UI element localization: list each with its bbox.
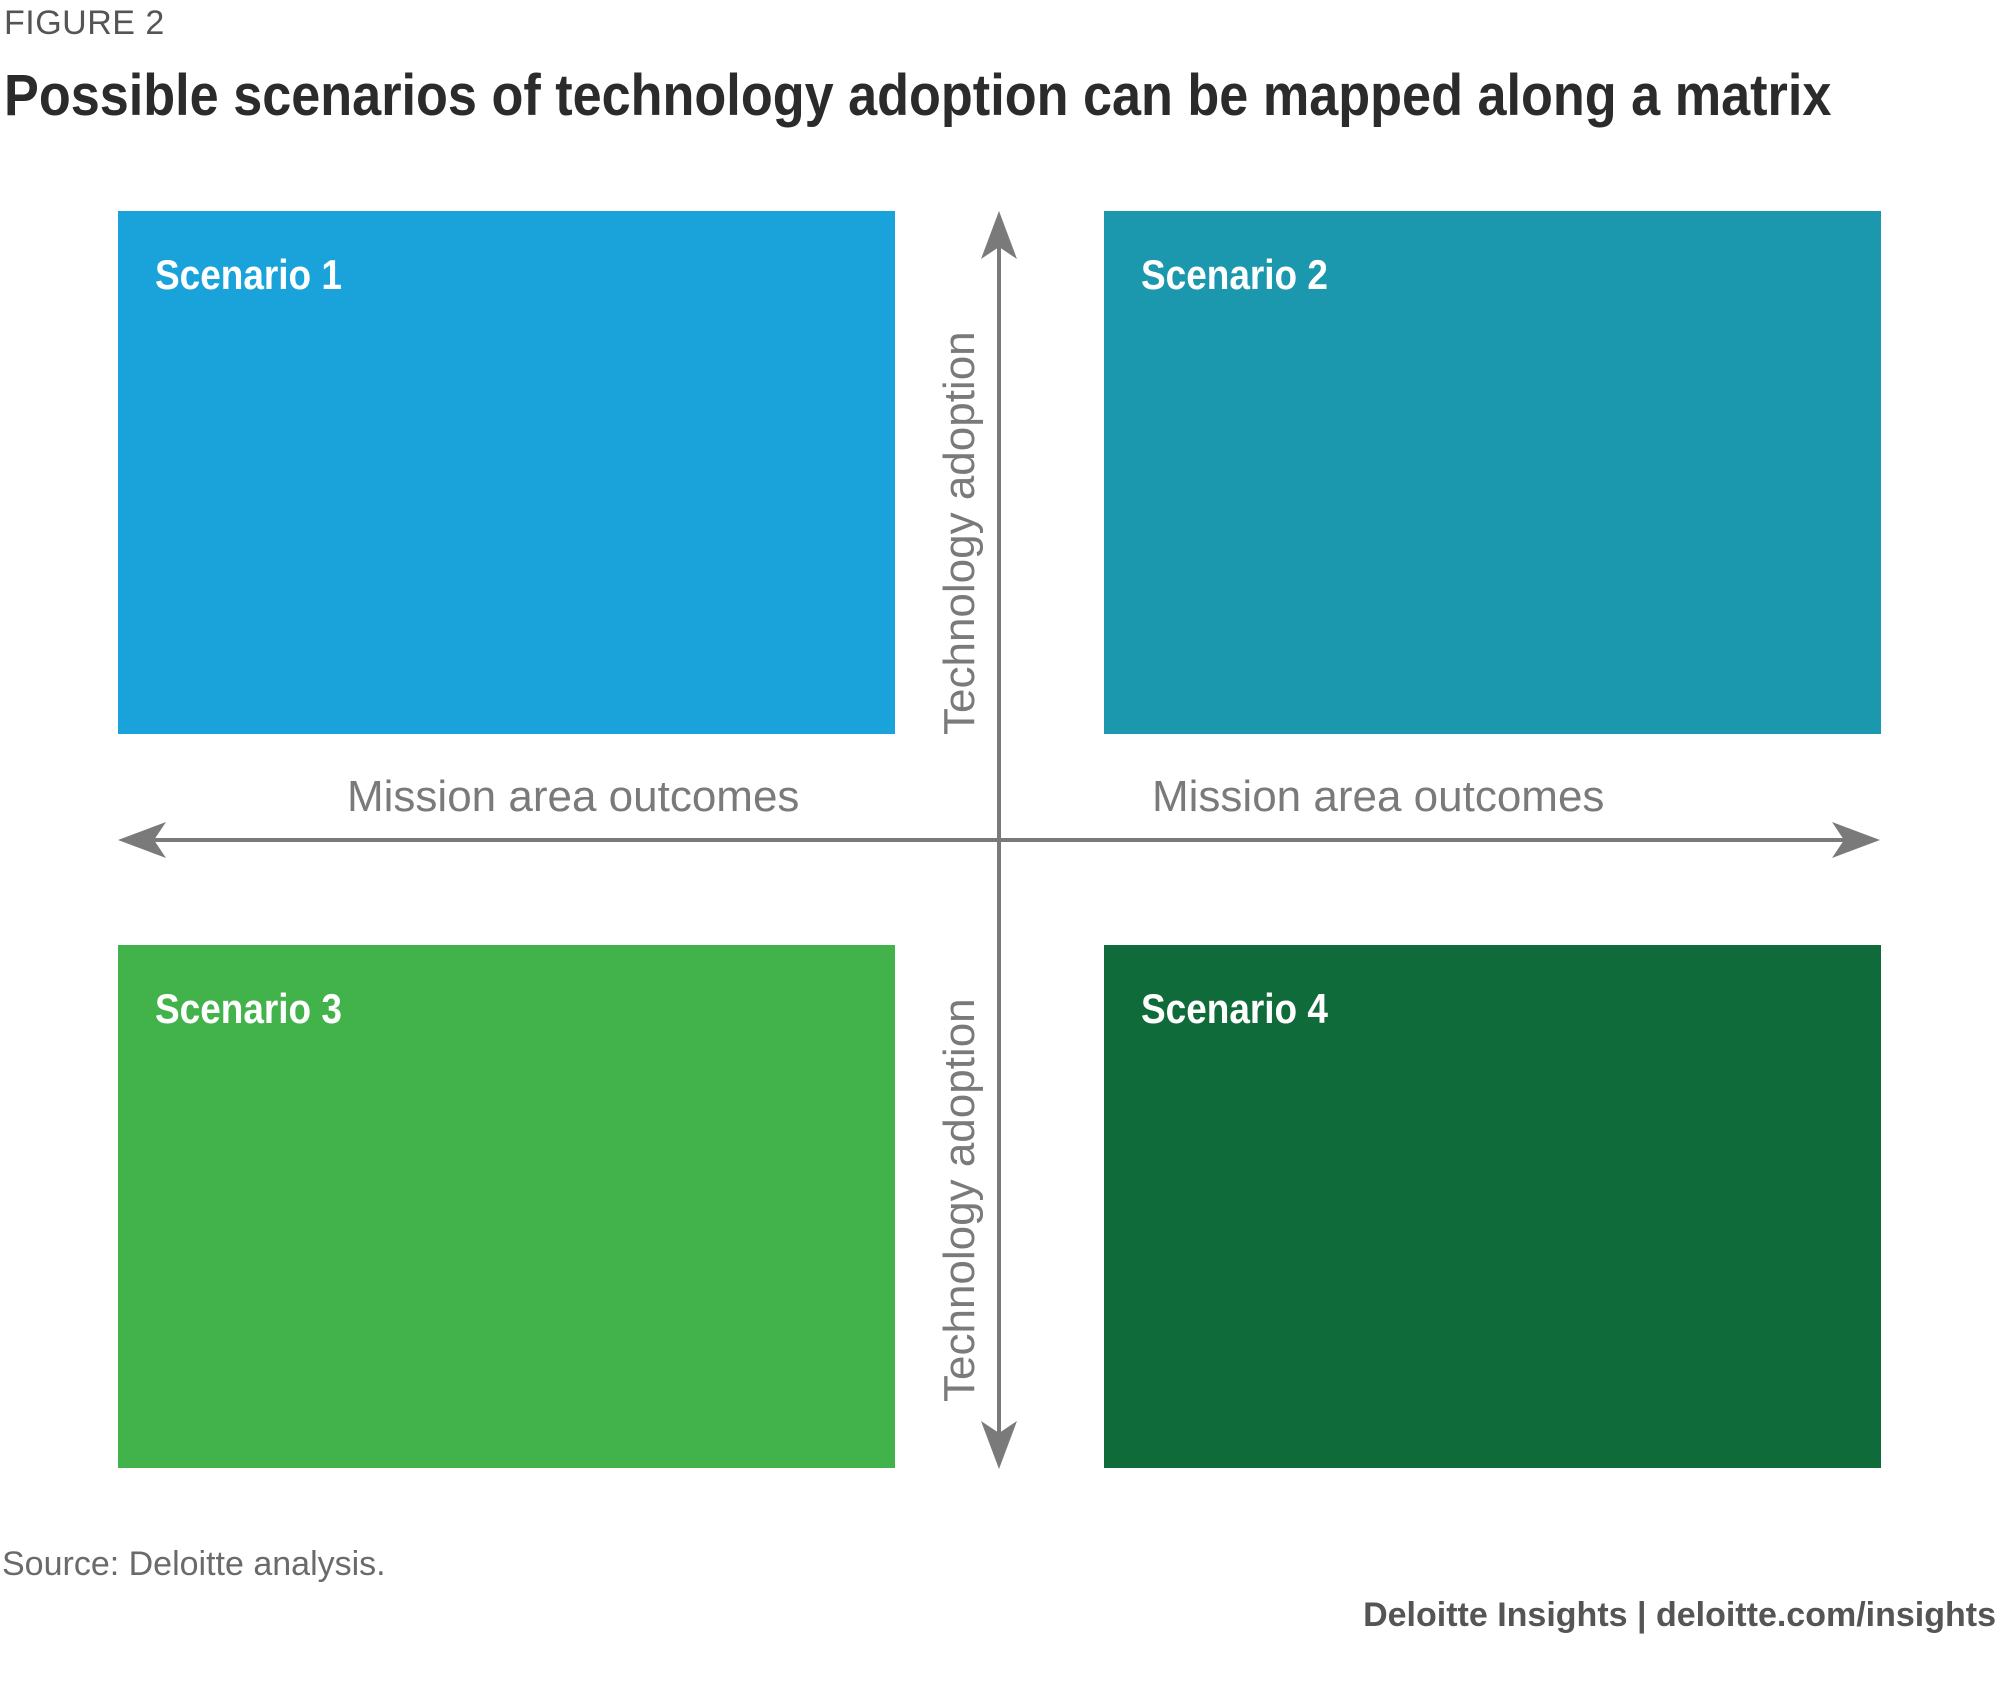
horizontal-axis-label-right: Mission area outcomes [1152,772,1605,821]
down-arrowhead [981,1421,1017,1469]
figure-title: Possible scenarios of technology adoptio… [4,63,1832,128]
source-note: Source: Deloitte analysis. [2,1545,386,1583]
quadrant-label: Scenario 4 [1141,985,1328,1032]
quadrant-label: Scenario 3 [155,985,342,1032]
quadrant-scenario-3: Scenario 3 [118,945,895,1468]
up-arrowhead [981,211,1017,259]
left-arrowhead [118,822,166,858]
horizontal-axis-label-left: Mission area outcomes [347,772,800,821]
quadrant-scenario-1: Scenario 1 [118,211,895,734]
quadrant-scenario-2: Scenario 2 [1104,211,1881,734]
quadrant-scenario-4: Scenario 4 [1104,945,1881,1468]
figure-label: FIGURE 2 [4,4,165,42]
vertical-axis-label-top: Technology adoption [935,331,984,735]
right-arrowhead [1832,822,1880,858]
quadrant-label: Scenario 2 [1141,251,1328,298]
publisher-credit: Deloitte Insights | deloitte.com/insight… [1363,1596,1996,1634]
vertical-axis-label-bottom: Technology adoption [935,998,984,1402]
quadrant-label: Scenario 1 [155,251,342,298]
